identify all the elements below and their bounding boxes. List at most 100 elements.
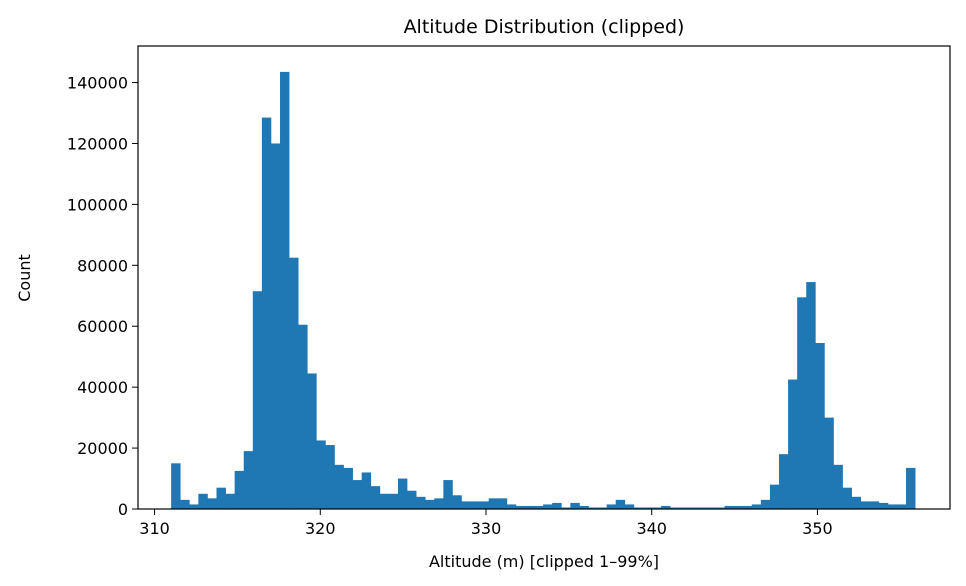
- histogram-bar: [171, 463, 181, 509]
- plot-frame: [137, 45, 951, 510]
- histogram-bar: [543, 504, 553, 509]
- histogram-bar: [833, 464, 843, 509]
- histogram-bar: [570, 502, 580, 509]
- histogram-bar: [579, 505, 589, 509]
- chart-title: Altitude Distribution (clipped): [404, 16, 685, 38]
- histogram-bar: [325, 445, 335, 509]
- histogram-bar: [361, 472, 372, 509]
- histogram-bar: [606, 504, 617, 509]
- histogram-bar: [860, 501, 871, 509]
- histogram-bar: [316, 440, 326, 509]
- histogram-bar: [652, 507, 662, 509]
- histogram-bar: [896, 504, 907, 509]
- histogram-bar: [688, 507, 698, 509]
- histogram-bar: [207, 498, 217, 509]
- histogram-bar: [506, 504, 517, 509]
- histogram-bar: [615, 499, 626, 509]
- histogram-bar: [352, 480, 363, 509]
- histogram-bar: [452, 495, 462, 509]
- histogram-bar: [479, 501, 490, 509]
- histogram-bar: [370, 486, 381, 509]
- histogram-bar: [388, 493, 399, 509]
- x-axis-label: Altitude (m) [clipped 1–99%]: [429, 552, 659, 571]
- histogram-bar: [180, 499, 190, 509]
- histogram-bar: [252, 291, 263, 509]
- histogram-bar: [488, 498, 499, 509]
- histogram-bar: [724, 505, 735, 509]
- histogram-bar: [261, 117, 272, 509]
- histogram-bar: [407, 490, 417, 509]
- y-tick-label: 120000: [67, 134, 128, 153]
- histogram-bar: [715, 507, 725, 509]
- histogram-bar: [824, 417, 834, 509]
- histogram-bar: [270, 143, 281, 509]
- histogram-bar: [307, 373, 317, 509]
- histogram-bar: [343, 467, 353, 509]
- y-tick-label: 100000: [67, 195, 128, 214]
- histogram-bar: [906, 467, 916, 509]
- y-tick-label: 60000: [77, 317, 128, 336]
- y-tick-label: 140000: [67, 74, 128, 93]
- histogram-bar: [443, 480, 453, 509]
- x-tick-label: 350: [802, 519, 833, 538]
- histogram-bar: [243, 451, 254, 510]
- histogram-bar: [597, 507, 607, 509]
- histogram-bar: [742, 505, 753, 509]
- histogram-bar: [851, 496, 862, 509]
- histogram-bar: [334, 464, 344, 509]
- x-tick-label: 340: [636, 519, 667, 538]
- x-axis-ticks: 310 320 330 340 350: [139, 509, 833, 538]
- histogram-bar: [878, 502, 889, 509]
- histogram-bar: [234, 470, 245, 509]
- x-tick-label: 310: [139, 519, 170, 538]
- histogram-bar: [788, 379, 798, 509]
- histogram-bar: [298, 324, 308, 509]
- histogram-bar: [198, 493, 208, 509]
- y-tick-label: 40000: [77, 378, 128, 397]
- histogram-bar: [434, 498, 444, 509]
- histogram-bar: [760, 499, 771, 509]
- histogram-bar: [416, 496, 426, 509]
- histogram-bar: [815, 342, 825, 509]
- histogram-bar: [534, 505, 544, 509]
- histogram-bar: [552, 502, 562, 509]
- histogram-bar: [397, 478, 408, 509]
- histogram-bar: [733, 505, 744, 509]
- y-tick-label: 20000: [77, 439, 128, 458]
- histogram-bar: [561, 507, 571, 509]
- histogram-bar: [769, 484, 780, 509]
- histogram-bar: [289, 257, 299, 509]
- y-tick-label: 0: [118, 500, 128, 519]
- histogram-bar: [461, 501, 471, 509]
- histogram-bar: [887, 504, 898, 509]
- bars-group: [171, 71, 916, 510]
- histogram-bar: [633, 507, 644, 509]
- histogram-bar: [379, 493, 390, 509]
- histogram-bar: [806, 282, 816, 509]
- y-axis-ticks: 0 20000 40000 60000 80000 100000 120000 140000: [67, 74, 138, 519]
- histogram-bar: [497, 498, 508, 509]
- histogram-bar: [779, 454, 789, 509]
- histogram-bar: [697, 507, 707, 509]
- histogram-bar: [225, 493, 235, 509]
- histogram-bar: [280, 71, 290, 509]
- histogram-bar: [624, 504, 635, 509]
- x-tick-label: 330: [471, 519, 502, 538]
- histogram-bar: [679, 507, 689, 509]
- histogram-bar: [470, 501, 480, 509]
- histogram-bar: [706, 507, 716, 509]
- histogram-bar: [524, 505, 535, 509]
- histogram-bar: [797, 297, 807, 509]
- histogram-bar: [670, 507, 680, 509]
- histogram-bar: [425, 499, 435, 509]
- histogram-bar: [588, 507, 598, 509]
- histogram-bar: [216, 487, 226, 509]
- histogram-bar: [661, 505, 671, 509]
- histogram-bar: [515, 505, 526, 509]
- y-tick-label: 80000: [77, 256, 128, 275]
- histogram-bar: [842, 487, 852, 509]
- x-tick-label: 320: [305, 519, 336, 538]
- y-axis-label: Count: [15, 254, 34, 302]
- histogram-bar: [869, 501, 880, 509]
